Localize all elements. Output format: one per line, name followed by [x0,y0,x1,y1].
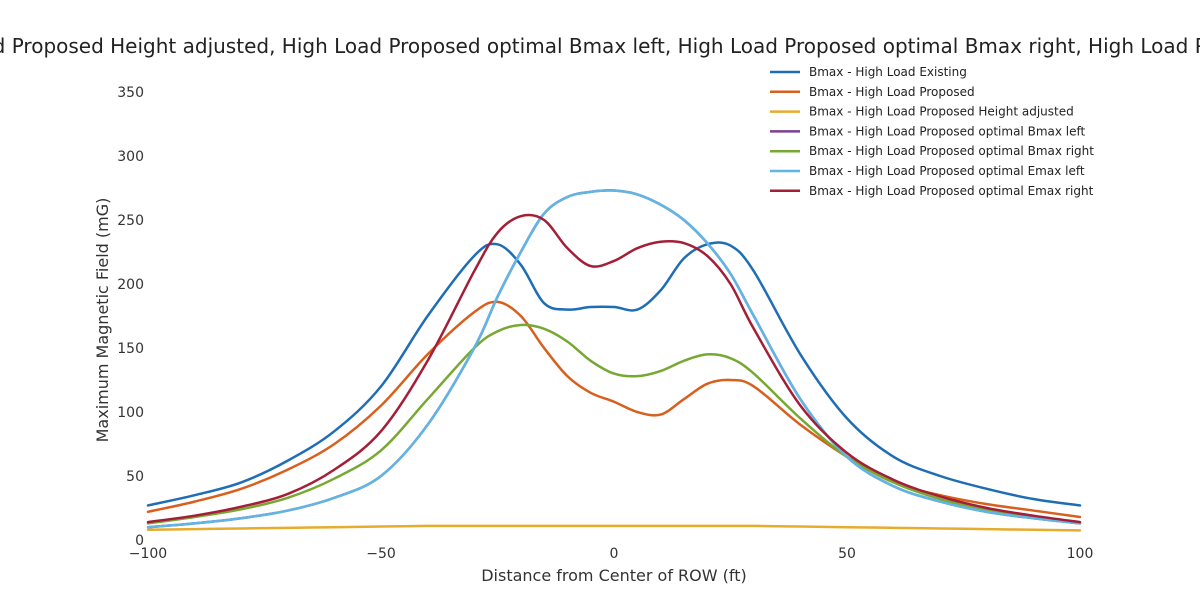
y-axis-label: Maximum Magnetic Field (mG) [93,198,112,443]
legend-entry: Bmax - High Load Proposed optimal Emax l… [809,164,1085,178]
x-axis-label: Distance from Center of ROW (ft) [481,566,747,585]
legend-entry: Bmax - High Load Proposed optimal Emax r… [809,184,1094,198]
x-tick-label: 50 [838,546,856,562]
y-tick-label: 200 [117,277,144,293]
legend-entry: Bmax - High Load Existing [809,65,967,79]
y-tick-label: 50 [126,469,144,485]
legend-entry: Bmax - High Load Proposed Height adjuste… [809,105,1074,119]
y-tick-label: 250 [117,213,144,229]
y-tick-label: 150 [117,341,144,357]
chart-title: Bmax - High Load Existing, Bmax - High L… [0,34,1200,58]
x-tick-label: −100 [129,546,167,562]
series-line-2 [146,300,1082,519]
series-line-7 [146,213,1082,524]
y-tick-label: 0 [135,533,144,549]
series-line-3 [146,524,1082,532]
series-line-6 [146,189,1082,529]
y-tick-label: 350 [117,85,144,101]
y-tick-label: 100 [117,405,144,421]
x-tick-label: 0 [610,546,619,562]
x-tick-label: 100 [1067,546,1094,562]
series-line-1 [146,241,1082,507]
y-tick-label: 300 [117,149,144,165]
legend-entry: Bmax - High Load Proposed [809,85,975,99]
legend-entry: Bmax - High Load Proposed optimal Bmax r… [809,144,1094,158]
legend-entry: Bmax - High Load Proposed optimal Bmax l… [809,124,1086,138]
x-tick-label: −50 [366,546,396,562]
series-line-5 [146,323,1082,525]
